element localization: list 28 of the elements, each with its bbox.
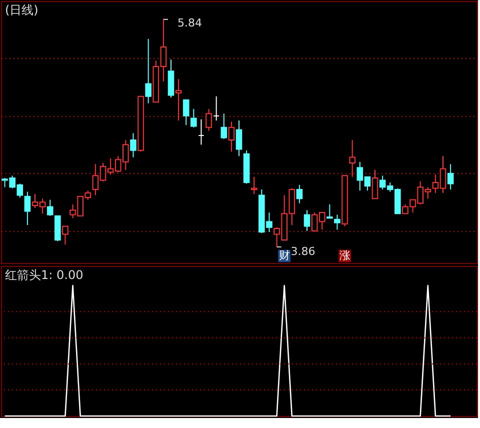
candlestick [206, 108, 212, 132]
candlestick [145, 38, 152, 104]
candlestick [190, 108, 197, 128]
candlestick [296, 184, 303, 204]
annotation: 3.86 [290, 244, 316, 258]
candlestick [62, 226, 68, 246]
candlestick [372, 169, 378, 200]
candlestick [46, 199, 54, 216]
candlestick [182, 99, 190, 126]
chart-title: (日线) [5, 3, 38, 17]
candlestick [304, 210, 310, 232]
annotation: 涨 [339, 249, 350, 262]
annotation: 财 [278, 249, 290, 262]
candlestick [220, 113, 228, 140]
candlestick [236, 120, 242, 157]
candlestick [447, 164, 454, 190]
candlestick [24, 191, 31, 226]
chart-title: 红箭头1: 0.00 [5, 268, 84, 282]
annotation: 5.84 [177, 16, 202, 30]
candlestick [334, 214, 340, 230]
candlestick [250, 176, 258, 195]
candlestick [213, 96, 220, 122]
candlestick [175, 78, 182, 122]
candlestick [228, 121, 235, 152]
candlestick [198, 118, 204, 146]
candlestick [130, 132, 136, 158]
candlestick [326, 204, 333, 219]
candlestick [349, 140, 356, 178]
